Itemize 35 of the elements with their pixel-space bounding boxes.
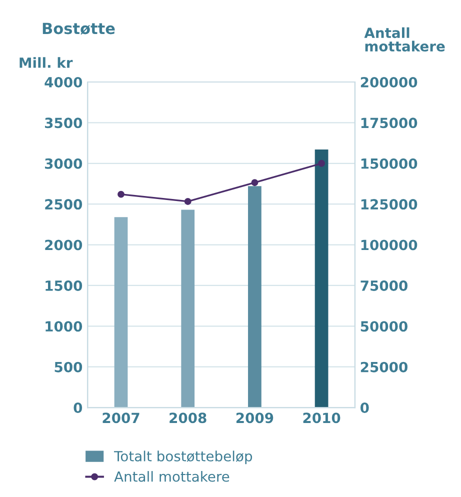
y2-tick-label: 75000 [360, 280, 408, 291]
y2-tick-label: 50000 [360, 321, 408, 332]
y2-tick-label: 25000 [360, 362, 408, 372]
bar [114, 217, 128, 408]
x-tick-label: 2008 [170, 412, 206, 424]
y2-tick-label: 200000 [360, 76, 418, 88]
legend-label: Totalt bostøttebeløp [114, 450, 252, 464]
bar [248, 186, 262, 408]
legend-label: Antall mottakere [114, 471, 230, 482]
point [118, 190, 124, 198]
y2-tick-label: 100000 [361, 240, 418, 250]
y2-tick-label: 150000 [361, 158, 418, 169]
y-tick-label: 4000 [44, 76, 82, 88]
y-axis-title: Mill. kr [20, 57, 73, 68]
point [318, 160, 326, 167]
y2-tick-label: 0 [360, 402, 369, 414]
y2-tick-label: 125000 [361, 199, 418, 210]
bar [314, 150, 328, 408]
y2-axis-title: Antall mottakere [364, 27, 445, 52]
y-tick-label: 2000 [45, 240, 82, 250]
y-tick-label: 1500 [46, 280, 82, 291]
y-tick-label: 2500 [45, 199, 82, 210]
y-tick-label: 3000 [45, 158, 82, 169]
point [184, 198, 192, 205]
y-tick-label: 0 [74, 402, 82, 414]
x-tick-label: 2010 [303, 412, 340, 424]
y-tick-label: 1000 [46, 321, 82, 332]
y2-tick-label: 175000 [361, 118, 418, 128]
y-tick-label: 500 [54, 362, 82, 372]
chart-title: Bostøtte [42, 22, 115, 35]
point [251, 179, 258, 186]
y-tick-label: 3500 [45, 118, 82, 128]
bar [181, 210, 195, 408]
x-tick-label: 2009 [236, 412, 274, 424]
x-tick-label: 2007 [102, 412, 140, 424]
